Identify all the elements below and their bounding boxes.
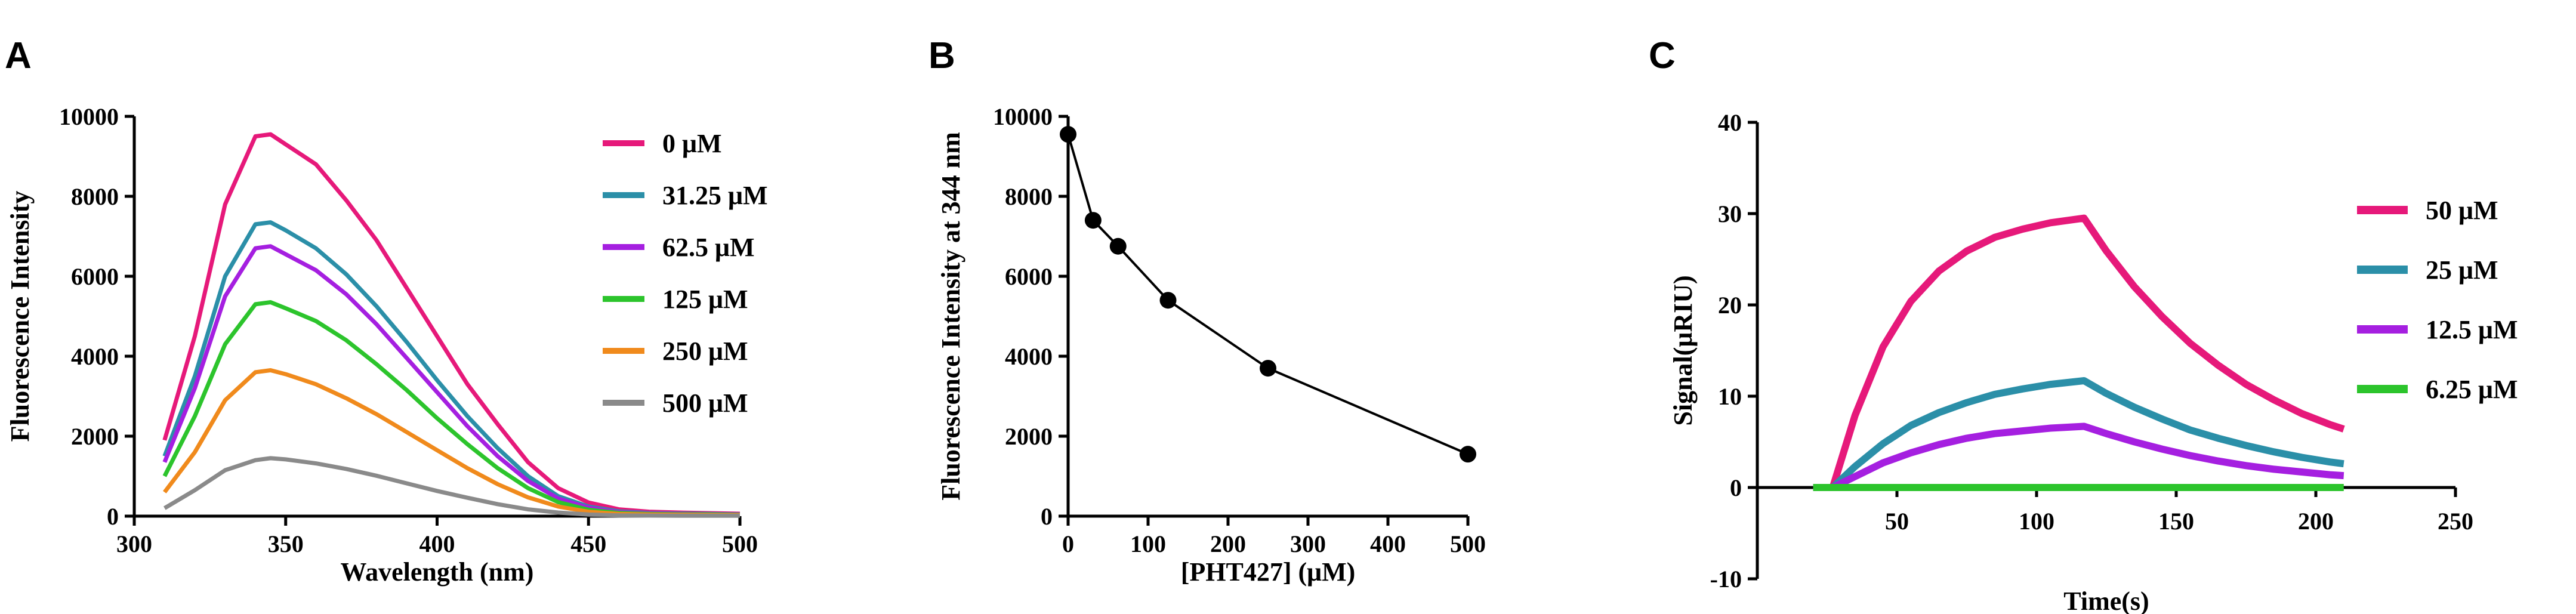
panel-b-connecting-line (1067, 134, 1469, 455)
panel-c-letter: C (1649, 35, 1676, 76)
panel-b-x-tick-label: 100 (1130, 530, 1166, 557)
panel-b-letter: B (928, 35, 955, 76)
panel-c-legend-label-0: 50 μM (2426, 196, 2498, 225)
panel-b-data-point-4 (1260, 360, 1276, 377)
panel-b-x-axis-title: [PHT427] (μM) (1181, 557, 1356, 587)
panel-c-x-tick-label: 100 (2019, 508, 2054, 535)
panel-a-legend-label-2: 62.5 μM (662, 233, 754, 262)
panel-c-legend-label-1: 25 μM (2426, 255, 2498, 285)
panel-b-y-axis-title: Fluorescence Intensity at 344 nm (936, 132, 965, 501)
panel-c-y-tick-label: 20 (1718, 292, 1742, 319)
panel-b-x-tick-label: 400 (1370, 530, 1406, 557)
panel-b-y-tick-label: 6000 (1005, 263, 1053, 290)
panel-a-legend-label-4: 250 μM (662, 337, 748, 366)
panel-c-y-tick-label: -10 (1710, 566, 1742, 593)
panel-b-data-point-2 (1109, 237, 1127, 255)
panel-a-y-tick-label: 0 (107, 503, 119, 530)
panel-c-y-tick-label: 10 (1718, 383, 1742, 410)
panel-b-y-tick-label: 10000 (993, 103, 1053, 130)
panel-c-x-tick-label: 150 (2158, 508, 2194, 535)
panel-b-data-point-1 (1084, 212, 1102, 229)
panel-a-y-tick-label: 10000 (59, 103, 119, 130)
panel-c-series-line-0 (1813, 214, 2345, 491)
panel-a-legend-label-1: 31.25 μM (662, 181, 767, 210)
panel-c-y-tick-label: 0 (1730, 474, 1742, 501)
panel-c-y-tick-label: 40 (1718, 109, 1742, 136)
panel-a-y-axis-title: Fluorescence Intensity (5, 191, 35, 442)
panel-c-x-tick-label: 200 (2298, 508, 2334, 535)
panel-a-letter: A (5, 35, 32, 76)
panel-a-y-tick-label: 6000 (71, 263, 119, 290)
panel-a-x-tick-label: 500 (722, 530, 758, 557)
panel-c-x-axis-title: Time(s) (2063, 587, 2149, 614)
panel-c-y-tick-label: 30 (1718, 200, 1742, 227)
panel-a-x-axis-title: Wavelength (nm) (341, 557, 534, 587)
panel-a-x-tick-label: 300 (116, 530, 152, 557)
panel-b-x-tick-label: 500 (1450, 530, 1486, 557)
panel-c-x-tick-label: 250 (2438, 508, 2473, 535)
panel-b-x-tick-label: 0 (1062, 530, 1074, 557)
panel-a-legend-label-5: 500 μM (662, 388, 748, 418)
panel-c-x-tick-label: 50 (1885, 508, 1909, 535)
panel-b-y-tick-label: 2000 (1005, 423, 1053, 450)
panel-a-y-tick-label: 2000 (71, 423, 119, 450)
panel-c-legend-label-2: 12.5 μM (2426, 315, 2518, 344)
panel-a-series-line-1 (162, 220, 741, 517)
panel-a-y-tick-label: 4000 (71, 343, 119, 370)
panel-b-data-point-3 (1159, 292, 1177, 309)
panel-b-x-tick-label: 200 (1210, 530, 1246, 557)
panel-c-series-line-1 (1813, 377, 2344, 491)
panel-a-x-tick-label: 350 (268, 530, 304, 557)
panel-b-y-tick-label: 4000 (1005, 343, 1053, 370)
panel-a-legend-label-3: 125 μM (662, 285, 748, 314)
panel-b-data-point-5 (1460, 446, 1476, 463)
panel-c-y-axis-title: Signal(μRIU) (1668, 275, 1698, 425)
panel-a-y-tick-label: 8000 (71, 183, 119, 210)
panel-b-y-tick-label: 8000 (1005, 183, 1053, 210)
panel-a-x-tick-label: 450 (570, 530, 606, 557)
panel-b-x-tick-label: 300 (1290, 530, 1326, 557)
panel-c-legend-label-3: 6.25 μM (2426, 375, 2518, 404)
panel-c-series-line-2 (1813, 422, 2344, 491)
panel-a-series-line-2 (162, 244, 741, 517)
panel-a-legend-label-0: 0 μM (662, 129, 721, 158)
panel-a-series-line-5 (163, 456, 740, 518)
panel-b-data-point-0 (1060, 126, 1076, 143)
panel-a-x-tick-label: 400 (419, 530, 455, 557)
panel-b-y-tick-label: 0 (1041, 503, 1053, 530)
